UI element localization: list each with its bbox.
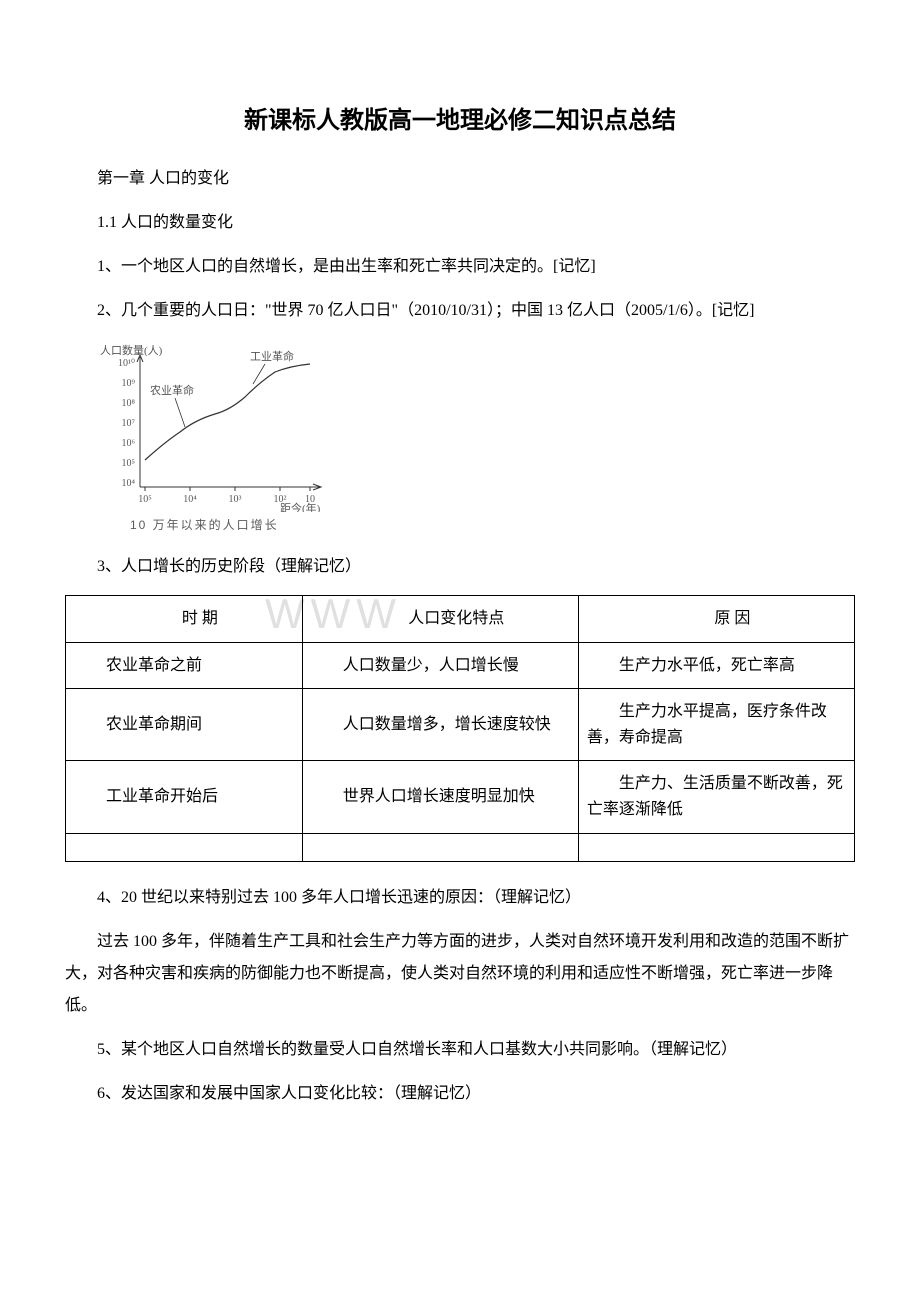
chart-caption: 10 万年以来的人口增长 [130, 516, 855, 533]
table-cell: 生产力水平提高，医疗条件改善，寿命提高 [578, 689, 854, 761]
table-cell: 农业革命之前 [66, 642, 303, 689]
table-header-row: 时 期 人口变化特点 原 因 [66, 596, 855, 643]
paragraph-3: 3、人口增长的历史阶段（理解记忆） [65, 551, 855, 583]
chart-curve [145, 364, 310, 460]
table-header-cell: 人口变化特点 [302, 596, 578, 643]
xtick: 10⁵ [138, 494, 152, 505]
table-empty-row [66, 833, 855, 861]
table-cell [66, 833, 303, 861]
annotation-industrial: 工业革命 [250, 349, 294, 363]
table-cell [578, 833, 854, 861]
ytick: 10⁹ [122, 378, 136, 389]
table-cell [302, 833, 578, 861]
paragraph-1: 1、一个地区人口的自然增长，是由出生率和死亡率共同决定的。[记忆] [65, 251, 855, 283]
table-header-cell: 原 因 [578, 596, 854, 643]
ytick: 10⁶ [122, 438, 136, 449]
chart-svg: 10¹⁰ 10⁹ 10⁸ 10⁷ 10⁶ 10⁵ 10⁴ 10⁵ 10⁴ 10³… [95, 342, 335, 512]
history-table: 时 期 人口变化特点 原 因 农业革命之前 人口数量少，人口增长慢 生产力水平低… [65, 595, 855, 862]
paragraph-2: 2、几个重要的人口日："世界 70 亿人口日"（2010/10/31）；中国 1… [65, 295, 855, 327]
paragraph-4: 4、20 世纪以来特别过去 100 多年人口增长迅速的原因：（理解记忆） [65, 882, 855, 914]
table-cell: 生产力、生活质量不断改善，死亡率逐渐降低 [578, 761, 854, 833]
ytick: 10¹⁰ [118, 358, 135, 369]
x-axis-label: 距今(年) [280, 501, 321, 512]
paragraph-4-body: 过去 100 多年，伴随着生产工具和社会生产力等方面的进步，人类对自然环境开发利… [65, 926, 855, 1022]
table-cell: 人口数量增多，增长速度较快 [302, 689, 578, 761]
xtick: 10³ [229, 494, 242, 505]
ytick: 10⁵ [122, 458, 136, 469]
table-header-cell: 时 期 [66, 596, 303, 643]
xtick: 10⁴ [183, 494, 197, 505]
table-row: 农业革命之前 人口数量少，人口增长慢 生产力水平低，死亡率高 [66, 642, 855, 689]
ytick: 10⁸ [122, 398, 136, 409]
population-chart: 10¹⁰ 10⁹ 10⁸ 10⁷ 10⁶ 10⁵ 10⁴ 10⁵ 10⁴ 10³… [95, 342, 855, 533]
paragraph-5: 5、某个地区人口自然增长的数量受人口自然增长率和人口基数大小共同影响。（理解记忆… [65, 1034, 855, 1066]
table-cell: 生产力水平低，死亡率高 [578, 642, 854, 689]
table-cell: 人口数量少，人口增长慢 [302, 642, 578, 689]
section-heading: 1.1 人口的数量变化 [65, 207, 855, 239]
paragraph-6: 6、发达国家和发展中国家人口变化比较：（理解记忆） [65, 1078, 855, 1110]
table-cell: 世界人口增长速度明显加快 [302, 761, 578, 833]
table-row: 工业革命开始后 世界人口增长速度明显加快 生产力、生活质量不断改善，死亡率逐渐降… [66, 761, 855, 833]
table-cell: 工业革命开始后 [66, 761, 303, 833]
table-row: 农业革命期间 人口数量增多，增长速度较快 生产力水平提高，医疗条件改善，寿命提高 [66, 689, 855, 761]
y-axis-label: 人口数量(人) [100, 344, 163, 357]
annotation-agricultural: 农业革命 [150, 383, 194, 397]
document-title: 新课标人教版高一地理必修二知识点总结 [65, 100, 855, 135]
table-cell: 农业革命期间 [66, 689, 303, 761]
chapter-heading: 第一章 人口的变化 [65, 163, 855, 195]
ytick: 10⁴ [122, 478, 136, 489]
ytick: 10⁷ [122, 418, 136, 429]
